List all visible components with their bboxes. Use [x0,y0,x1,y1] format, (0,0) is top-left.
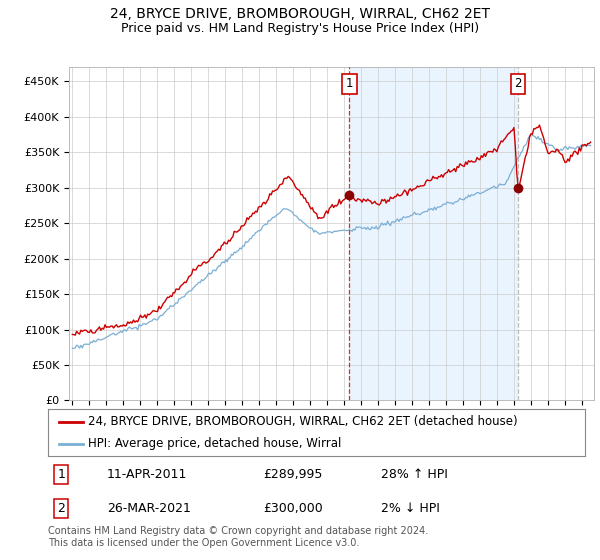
Text: 24, BRYCE DRIVE, BROMBOROUGH, WIRRAL, CH62 2ET: 24, BRYCE DRIVE, BROMBOROUGH, WIRRAL, CH… [110,7,490,21]
Text: Price paid vs. HM Land Registry's House Price Index (HPI): Price paid vs. HM Land Registry's House … [121,22,479,35]
Text: 2: 2 [514,77,522,90]
Text: HPI: Average price, detached house, Wirral: HPI: Average price, detached house, Wirr… [88,437,341,450]
Text: 1: 1 [346,77,353,90]
Text: Contains HM Land Registry data © Crown copyright and database right 2024.
This d: Contains HM Land Registry data © Crown c… [48,526,428,548]
Text: 24, BRYCE DRIVE, BROMBOROUGH, WIRRAL, CH62 2ET (detached house): 24, BRYCE DRIVE, BROMBOROUGH, WIRRAL, CH… [88,415,518,428]
Text: 2: 2 [58,502,65,515]
Bar [349,67,518,400]
Text: 26-MAR-2021: 26-MAR-2021 [107,502,191,515]
Text: 28% ↑ HPI: 28% ↑ HPI [381,468,448,481]
Text: £300,000: £300,000 [263,502,323,515]
Text: 1: 1 [58,468,65,481]
Text: 11-APR-2011: 11-APR-2011 [107,468,187,481]
Text: £289,995: £289,995 [263,468,322,481]
Text: 2% ↓ HPI: 2% ↓ HPI [381,502,440,515]
